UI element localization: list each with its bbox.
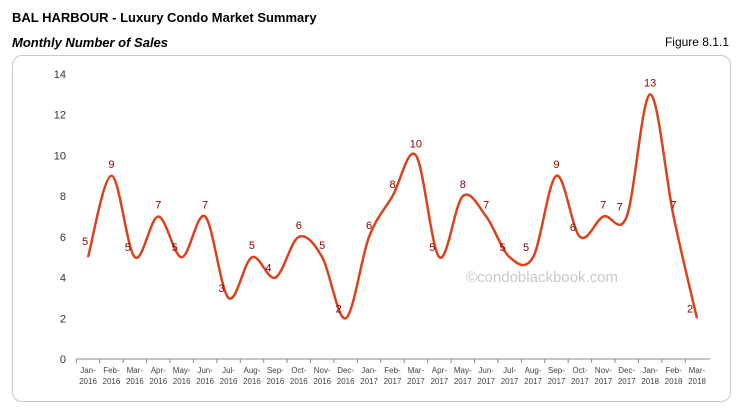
data-label: 6	[366, 220, 372, 232]
x-tick-label: 2017	[618, 377, 636, 386]
data-label: 6	[296, 220, 302, 232]
x-tick-label: Mar-	[689, 366, 706, 375]
watermark: ©condoblackbook.com	[466, 269, 618, 286]
x-tick-label: Jun-	[197, 366, 213, 375]
x-tick-label: Nov-	[314, 366, 331, 375]
x-tick-label: Jul-	[222, 366, 235, 375]
x-tick-label: 2017	[454, 377, 472, 386]
x-tick-label: 2017	[548, 377, 566, 386]
data-label: 9	[108, 159, 114, 171]
x-tick-label: 2016	[173, 377, 191, 386]
x-tick-label: Aug-	[244, 366, 261, 375]
x-tick-label: 2016	[220, 377, 238, 386]
x-tick-label: 2017	[571, 377, 589, 386]
chart-subtitle: Monthly Number of Sales	[12, 35, 169, 50]
x-tick-label: Sep-	[267, 366, 284, 375]
data-label: 10	[410, 138, 422, 150]
data-label: 5	[172, 242, 178, 254]
data-label: 5	[500, 242, 506, 254]
x-tick-label: 2016	[79, 377, 97, 386]
x-tick-label: Feb-	[665, 366, 682, 375]
y-tick-label: 12	[54, 110, 66, 122]
y-tick-label: 2	[60, 313, 66, 325]
x-tick-label: 2017	[594, 377, 612, 386]
x-tick-label: Mar-	[408, 366, 425, 375]
x-tick-label: 2018	[641, 377, 659, 386]
data-label: 7	[155, 200, 161, 212]
x-tick-label: 2016	[337, 377, 355, 386]
x-tick-label: May-	[454, 366, 472, 375]
page-title: BAL HARBOUR - Luxury Condo Market Summar…	[12, 10, 317, 25]
x-tick-label: May-	[173, 366, 191, 375]
data-label: 7	[600, 200, 606, 212]
data-label: 5	[429, 242, 435, 254]
x-tick-label: Oct-	[291, 366, 306, 375]
x-tick-label: Jan-	[361, 366, 377, 375]
x-tick-label: 2018	[665, 377, 683, 386]
x-tick-label: 2016	[149, 377, 167, 386]
x-tick-label: 2017	[407, 377, 425, 386]
data-label: 5	[82, 236, 88, 248]
x-tick-label: Dec-	[618, 366, 635, 375]
x-tick-label: Mar-	[127, 366, 144, 375]
x-tick-label: 2016	[313, 377, 331, 386]
data-label: 6	[570, 222, 576, 234]
x-tick-label: 2017	[501, 377, 519, 386]
data-label: 9	[553, 159, 559, 171]
data-label: 5	[249, 240, 255, 252]
data-label: 7	[671, 200, 677, 212]
data-label: 2	[336, 303, 342, 315]
x-tick-label: Jun-	[478, 366, 494, 375]
figure-number: Figure 8.1.1	[664, 35, 729, 49]
data-label: 8	[460, 179, 466, 191]
data-label: 13	[644, 77, 656, 89]
x-tick-label: 2016	[243, 377, 261, 386]
data-label: 4	[265, 263, 271, 275]
chart-frame	[12, 55, 731, 402]
data-label: 2	[687, 303, 693, 315]
x-tick-label: 2016	[103, 377, 121, 386]
x-tick-label: 2016	[196, 377, 214, 386]
x-tick-label: Jan-	[642, 366, 658, 375]
x-tick-label: Apr-	[151, 366, 166, 375]
data-label: 3	[218, 283, 224, 295]
y-tick-label: 14	[54, 69, 66, 81]
data-label: 8	[389, 179, 395, 191]
x-tick-label: Jul-	[503, 366, 516, 375]
x-tick-label: 2017	[524, 377, 542, 386]
y-tick-label: 10	[54, 150, 66, 162]
data-label: 7	[617, 202, 623, 214]
data-label: 7	[202, 200, 208, 212]
x-tick-label: Jan-	[80, 366, 96, 375]
data-label: 5	[523, 242, 529, 254]
x-tick-label: 2017	[360, 377, 378, 386]
x-tick-label: 2017	[430, 377, 448, 386]
x-tick-label: 2016	[266, 377, 284, 386]
x-tick-label: Oct-	[572, 366, 587, 375]
x-tick-label: Apr-	[432, 366, 447, 375]
y-tick-label: 0	[60, 354, 66, 366]
x-tick-label: 2016	[290, 377, 308, 386]
x-tick-label: Sep-	[548, 366, 565, 375]
series-line	[86, 93, 699, 320]
x-tick-label: Aug-	[525, 366, 542, 375]
x-tick-label: Dec-	[337, 366, 354, 375]
y-tick-label: 8	[60, 191, 66, 203]
x-tick-label: Feb-	[384, 366, 401, 375]
x-tick-label: 2017	[477, 377, 495, 386]
y-tick-label: 6	[60, 232, 66, 244]
x-tick-label: 2016	[126, 377, 144, 386]
data-label: 5	[319, 240, 325, 252]
data-label: 5	[125, 242, 131, 254]
x-tick-label: 2018	[688, 377, 706, 386]
x-tick-label: Nov-	[595, 366, 612, 375]
data-label: 7	[483, 200, 489, 212]
x-tick-label: Feb-	[103, 366, 120, 375]
y-tick-label: 4	[60, 273, 66, 285]
x-tick-label: 2017	[384, 377, 402, 386]
